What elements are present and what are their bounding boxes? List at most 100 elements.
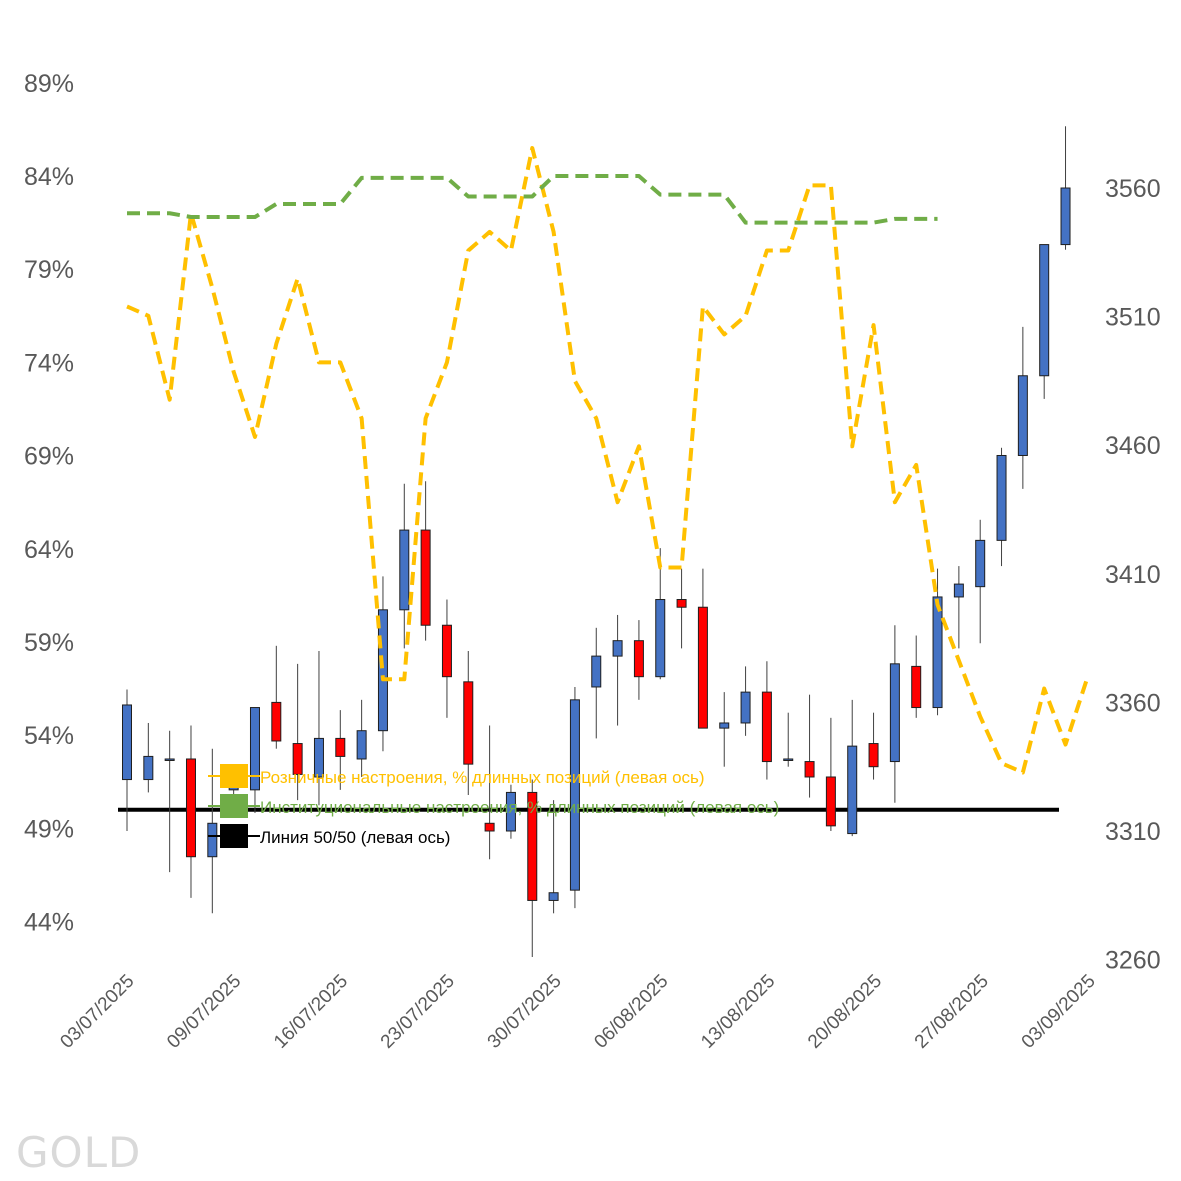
candle-body (463, 681, 474, 765)
right-axis-tick-label: 3260 (1105, 947, 1161, 975)
price-candle (249, 707, 260, 813)
candle-body (761, 691, 772, 763)
candle-body (313, 737, 324, 778)
candle-body (356, 730, 367, 760)
x-axis-tick-label: 27/08/2025 (911, 971, 993, 1053)
candle-body (655, 599, 666, 678)
candle-body (783, 758, 794, 761)
left-axis: 89% 84% 79% 74% 69% 64% 59% 54% 49% 44% (24, 70, 74, 937)
candle-body (441, 624, 452, 678)
price-candle (633, 620, 644, 700)
legend-item: Институциональные настроения, % длинных … (208, 794, 779, 818)
price-candle (868, 712, 879, 780)
watermark: GOLD (16, 1128, 142, 1177)
candle-body (889, 663, 900, 763)
right-axis-tick-label: 3410 (1105, 561, 1161, 589)
price-candle (420, 481, 431, 641)
retail-sentiment-line (126, 146, 1089, 775)
institutional-sentiment-series (127, 174, 938, 225)
price-candle (463, 650, 474, 795)
price-candle (527, 779, 538, 958)
candle-body (249, 707, 260, 791)
legend-label: Розничные настроения, % длинных позиций … (260, 768, 705, 787)
price-candle (122, 689, 132, 831)
price-candle (505, 784, 516, 839)
candle-body (335, 737, 346, 757)
candle-body (1017, 375, 1028, 456)
legend-label: Институциональные настроения, % длинных … (260, 798, 779, 817)
x-axis-tick-label: 23/07/2025 (377, 971, 459, 1053)
x-axis-tick-label: 13/08/2025 (697, 971, 779, 1053)
left-axis-tick-label: 69% (24, 443, 74, 471)
candle-body (527, 791, 538, 901)
candle-body (612, 640, 623, 657)
candle-body (185, 758, 196, 858)
candle-body (911, 665, 922, 709)
candle-body (825, 776, 836, 827)
candle-body (569, 699, 580, 891)
legend-swatch (220, 794, 248, 818)
price-candle (889, 625, 900, 803)
price-candle (676, 568, 687, 649)
legend-label: Линия 50/50 (левая ось) (260, 828, 450, 847)
candle-body (377, 609, 388, 732)
candle-body (164, 758, 175, 761)
candle-body (271, 701, 282, 742)
price-candle (783, 712, 794, 767)
candle-body (1060, 187, 1071, 246)
price-candle (953, 566, 964, 649)
x-axis-tick-label: 30/07/2025 (484, 971, 566, 1053)
left-axis-tick-label: 74% (24, 349, 74, 377)
legend-item: Розничные настроения, % длинных позиций … (208, 764, 705, 788)
x-axis-tick-label: 20/08/2025 (804, 971, 886, 1053)
price-candle (719, 692, 730, 767)
price-candle (185, 725, 196, 898)
candle-body (975, 539, 986, 588)
candle-body (1039, 244, 1050, 377)
price-candle (591, 627, 602, 739)
candle-body (122, 704, 132, 781)
candle-body (591, 655, 602, 688)
legend-swatch (220, 764, 248, 788)
price-candle (484, 725, 495, 860)
institutional-sentiment-line (127, 174, 938, 225)
left-axis-tick-label: 54% (24, 722, 74, 750)
candle-body (996, 454, 1007, 541)
price-candle (847, 699, 858, 837)
candle-body (420, 529, 431, 626)
x-axis-tick-label: 03/09/2025 (1018, 971, 1100, 1053)
candle-body (719, 722, 730, 729)
price-candle (1060, 126, 1071, 250)
price-candle (612, 614, 623, 726)
candle-body (847, 745, 858, 835)
price-candle (1017, 326, 1028, 489)
left-axis-tick-label: 84% (24, 163, 74, 191)
price-candles (122, 126, 1071, 958)
price-candle (932, 568, 943, 716)
candle-body (804, 761, 815, 778)
price-candle (399, 483, 410, 649)
candle-body (292, 743, 303, 775)
candle-body (505, 791, 516, 832)
price-candle (548, 800, 559, 914)
candle-body (207, 822, 218, 858)
right-axis: 3560 3510 3460 3410 3360 3310 3260 (1105, 175, 1161, 975)
x-axis-tick-label: 09/07/2025 (163, 971, 245, 1053)
price-candle (164, 730, 175, 873)
legend-swatch (220, 824, 248, 848)
price-candle (825, 717, 836, 831)
price-candle (143, 722, 154, 793)
price-candle (441, 599, 452, 718)
price-candle (207, 748, 218, 914)
legend-item: Линия 50/50 (левая ось) (208, 824, 450, 848)
left-axis-tick-label: 59% (24, 629, 74, 657)
price-candle (655, 548, 666, 680)
retail-sentiment-series (126, 146, 1089, 775)
price-candle (740, 666, 751, 736)
price-candle (804, 694, 815, 798)
candle-body (953, 583, 964, 598)
price-candle (313, 650, 324, 806)
x-axis: 03/07/2025 09/07/2025 16/07/2025 23/07/2025… (56, 971, 1099, 1053)
price-candle (975, 519, 986, 644)
